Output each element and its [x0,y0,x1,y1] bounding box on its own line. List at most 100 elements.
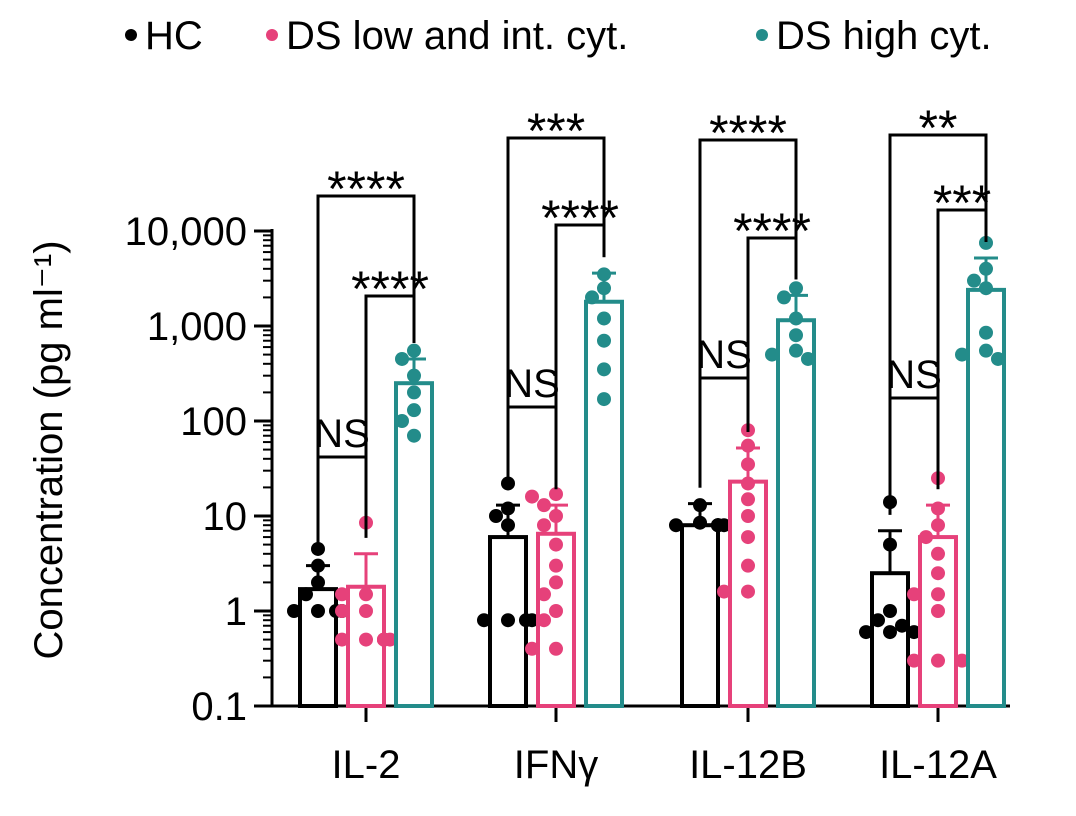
significance-label: **** [541,190,619,246]
point-hc-il-12a [883,625,897,640]
point-ds-high-cyt-il-12a [991,351,1005,366]
y-tick-label-10-000: 10,000 [125,210,247,254]
bracket-ifn-0-1: NS [504,362,560,490]
legend-marker [125,29,137,41]
point-hc-il-12a [907,625,921,640]
point-hc-il-12b [711,518,725,533]
y-tick-label-0-1: 0.1 [191,685,247,729]
point-ds-high-cyt-il-12a [979,235,993,250]
bar-ds-low-and-int-cyt-il-12a [918,535,958,708]
point-ds-low-and-int-cyt-il-2 [359,587,373,602]
point-ds-high-cyt-il-12a [979,281,993,296]
point-ds-high-cyt-ifn [585,290,599,305]
bracket-line [506,405,558,490]
point-ds-low-and-int-cyt-il-12a [907,587,921,602]
point-ds-low-and-int-cyt-il-12b [741,438,755,453]
legend-label: DS high cyt. [776,14,992,58]
point-ds-low-and-int-cyt-il-2 [359,632,373,647]
x-tick-label-il-12a: IL-12A [879,743,997,787]
point-hc-il-12b [669,518,683,533]
point-ds-low-and-int-cyt-il-12a [919,530,933,545]
x-tick-label-ifn: IFNγ [514,743,598,787]
point-ds-low-and-int-cyt-il-2 [335,632,349,647]
point-hc-il-12b [693,515,707,530]
point-ds-high-cyt-il-12a [955,347,969,362]
point-ds-low-and-int-cyt-ifn [549,641,563,656]
significance-label: NS [886,353,942,397]
series-hc [287,476,921,709]
point-ds-high-cyt-ifn [597,362,611,377]
point-ds-high-cyt-il-12b [789,343,803,358]
point-ds-low-and-int-cyt-ifn [549,487,563,502]
point-ds-high-cyt-il-12a [967,273,981,288]
point-ds-low-and-int-cyt-ifn [537,518,551,533]
y-tick-label-1-000: 1,000 [147,305,247,349]
y-tick-label-100: 100 [180,400,247,444]
point-ds-low-and-int-cyt-il-12b [741,492,755,507]
point-ds-low-and-int-cyt-il-12b [741,509,755,523]
series-ds-low-and-int-cyt [335,423,969,709]
bar-hc-il-12a [870,571,910,708]
point-hc-il-2 [299,587,313,602]
point-ds-low-and-int-cyt-il-12b [717,584,731,599]
legend-marker [266,29,278,41]
significance-label: ** [919,100,958,156]
point-ds-high-cyt-il-2 [407,368,421,383]
significance-label: *** [933,175,991,231]
point-hc-ifn [501,613,515,628]
point-ds-high-cyt-il-12b [789,281,803,296]
point-hc-il-12a [883,537,897,552]
significance-label: *** [527,103,585,159]
bracket-il-12b-0-2: **** [698,105,798,488]
point-hc-il-2 [311,575,325,590]
point-ds-low-and-int-cyt-ifn [537,613,551,628]
point-ds-low-and-int-cyt-ifn [525,489,539,504]
point-ds-high-cyt-il-2 [407,403,421,418]
legend-item-ds-high-cyt: DS high cyt. [756,14,992,58]
point-ds-low-and-int-cyt-il-2 [335,604,349,618]
bracket-il-2-0-2: **** [316,161,416,550]
series-ds-high-cyt [394,235,1006,708]
point-ds-low-and-int-cyt-il-12b [741,476,755,491]
significance-label: NS [314,412,370,456]
significance-label: **** [709,105,787,161]
point-ds-high-cyt-il-12b [801,351,815,366]
bracket-il-12a-0-2: ** [888,100,988,515]
point-hc-il-2 [311,604,325,618]
point-ds-high-cyt-il-12b [789,311,803,326]
point-ds-low-and-int-cyt-il-12a [931,501,945,516]
point-ds-low-and-int-cyt-il-2 [377,632,391,647]
point-ds-low-and-int-cyt-il-2 [359,604,373,618]
point-ds-low-and-int-cyt-il-12a [955,653,969,668]
point-ds-high-cyt-il-2 [395,351,409,366]
point-ds-high-cyt-il-2 [407,385,421,400]
point-ds-low-and-int-cyt-ifn [549,509,563,523]
point-hc-ifn [501,518,515,533]
bar-ds-high-cyt-il-12b [776,318,816,708]
bracket-line [316,455,368,550]
point-ds-low-and-int-cyt-ifn [537,587,551,602]
point-ds-high-cyt-il-12a [979,343,993,358]
point-ds-low-and-int-cyt-il-12a [931,566,945,581]
point-hc-ifn [489,509,503,523]
bracket-line [888,396,940,515]
plot-area [287,235,1006,709]
bracket-line [506,136,606,490]
bracket-line [698,138,798,488]
point-ds-high-cyt-il-12a [979,325,993,340]
bracket-il-12a-0-1: NS [886,353,942,515]
point-ds-low-and-int-cyt-il-12a [931,653,945,668]
point-ds-low-and-int-cyt-ifn [549,575,563,590]
legend-item-ds-low-and-int-cyt: DS low and int. cyt. [266,14,628,58]
point-ds-low-and-int-cyt-il-12b [741,558,755,573]
point-hc-il-12a [895,618,909,633]
bracket-line [888,133,988,515]
point-hc-il-12a [883,604,897,618]
legend-label: DS low and int. cyt. [286,14,628,58]
point-hc-il-12a [871,613,885,628]
point-ds-low-and-int-cyt-il-12b [741,457,755,472]
point-ds-high-cyt-il-2 [407,343,421,358]
point-ds-low-and-int-cyt-il-12a [931,604,945,618]
point-ds-low-and-int-cyt-ifn [549,604,563,618]
